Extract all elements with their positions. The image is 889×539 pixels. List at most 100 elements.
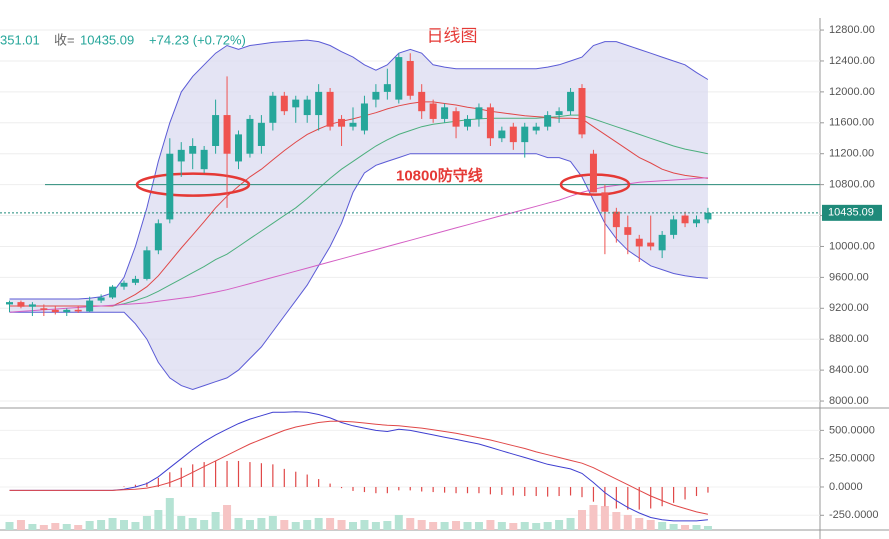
volume-bar (142, 516, 151, 530)
volume-bar (120, 520, 128, 530)
volume-bar (692, 525, 701, 530)
volume-bar (406, 518, 415, 530)
candle-body (143, 250, 151, 279)
volume-bar (349, 522, 357, 530)
volume-bar (188, 518, 197, 530)
volume-bar (291, 522, 300, 530)
candle-body (17, 302, 25, 307)
close-label: 收= (54, 32, 75, 47)
candle-body (498, 130, 506, 139)
volume-bar (28, 524, 37, 530)
volume-bar (394, 515, 403, 530)
candle-body (97, 297, 105, 301)
candle-body (51, 309, 59, 313)
candle-body (223, 115, 231, 154)
volume-bar (646, 520, 655, 530)
ma-line (9, 114, 708, 307)
volume-bar (85, 521, 94, 530)
volume-bar (520, 522, 529, 530)
candle-body (670, 219, 678, 235)
candle-body (544, 115, 552, 127)
candle-body (166, 153, 174, 220)
candle-body (395, 57, 403, 100)
last-price-tag (822, 204, 882, 221)
candle-body (292, 99, 300, 108)
volume-bar (509, 523, 518, 530)
volume-bar (257, 518, 266, 530)
candle-body (555, 111, 563, 116)
y-tick-label: -250.0000 (829, 509, 879, 521)
volume-bar (417, 520, 426, 530)
candle-body (212, 115, 220, 146)
volume-bar (177, 516, 186, 530)
candle-body (28, 304, 36, 307)
volume-bar (200, 520, 209, 530)
candle-body (326, 91, 334, 127)
volume-bar (383, 521, 392, 530)
candle-body (452, 111, 460, 127)
volume-bar (429, 522, 438, 530)
candle-body (338, 118, 346, 127)
volume-bar (566, 518, 575, 530)
candle-body (315, 91, 323, 116)
volume-bar (165, 498, 174, 530)
candle-body (647, 242, 655, 247)
volume-bar (371, 522, 380, 530)
band-lower (9, 153, 708, 391)
close-value: 10435.09 (80, 32, 134, 47)
header: 351.01 收= 10435.09 +74.23 (+0.72%) (0, 32, 246, 47)
volume-bar (486, 520, 495, 530)
volume-bar (326, 518, 335, 530)
candle-body (154, 223, 162, 251)
volume-bar (669, 524, 678, 530)
volume-bar (5, 522, 14, 530)
volume-bar (108, 518, 117, 530)
volume-bar (51, 523, 60, 530)
candle-body (429, 103, 437, 119)
candle-body (704, 212, 712, 220)
y-tick-label: 11600.00 (829, 117, 874, 129)
macd-line (9, 411, 708, 522)
candle-body (269, 95, 277, 123)
volume-bar (314, 518, 323, 530)
candle-body (693, 219, 700, 224)
volume-bar (532, 523, 541, 530)
y-tick-label: 8400.00 (829, 364, 869, 376)
y-tick-label: 8000.00 (829, 395, 869, 407)
volume-bar (681, 525, 690, 530)
candle-body (120, 282, 128, 287)
candle-body (589, 153, 597, 193)
volume-bar (497, 522, 506, 530)
candle-body (383, 84, 391, 92)
candle-body (235, 134, 242, 162)
volume-bar (474, 522, 483, 530)
prev-value: 351.01 (0, 32, 40, 47)
band-upper (9, 39, 709, 300)
candle-body (372, 91, 380, 100)
y-tick-label: 9600.00 (829, 271, 869, 283)
candle-body (441, 107, 449, 119)
candle-body (74, 309, 82, 312)
y-tick-label: 10800.00 (829, 179, 875, 191)
candle-body (6, 302, 13, 305)
volume-bar (74, 525, 83, 530)
volume-bar (543, 522, 552, 530)
volume-bar (97, 520, 106, 530)
candle-body (567, 91, 575, 112)
candle-body (349, 122, 357, 127)
candle-body (635, 238, 643, 247)
support-label: 10800防守线 (396, 167, 483, 185)
y-tick-label: 10000.00 (829, 240, 875, 252)
candle-body (63, 309, 71, 313)
volume-bar (440, 522, 449, 530)
candle-body (418, 91, 426, 112)
volume-bar (39, 525, 48, 530)
volume-bar (268, 516, 277, 530)
candle-body (406, 60, 414, 96)
change-value: +74.23 (+0.72%) (149, 32, 246, 47)
y-tick-label: 12800.00 (829, 24, 875, 36)
highlight-ellipse (135, 172, 251, 197)
candle-body (303, 99, 311, 116)
